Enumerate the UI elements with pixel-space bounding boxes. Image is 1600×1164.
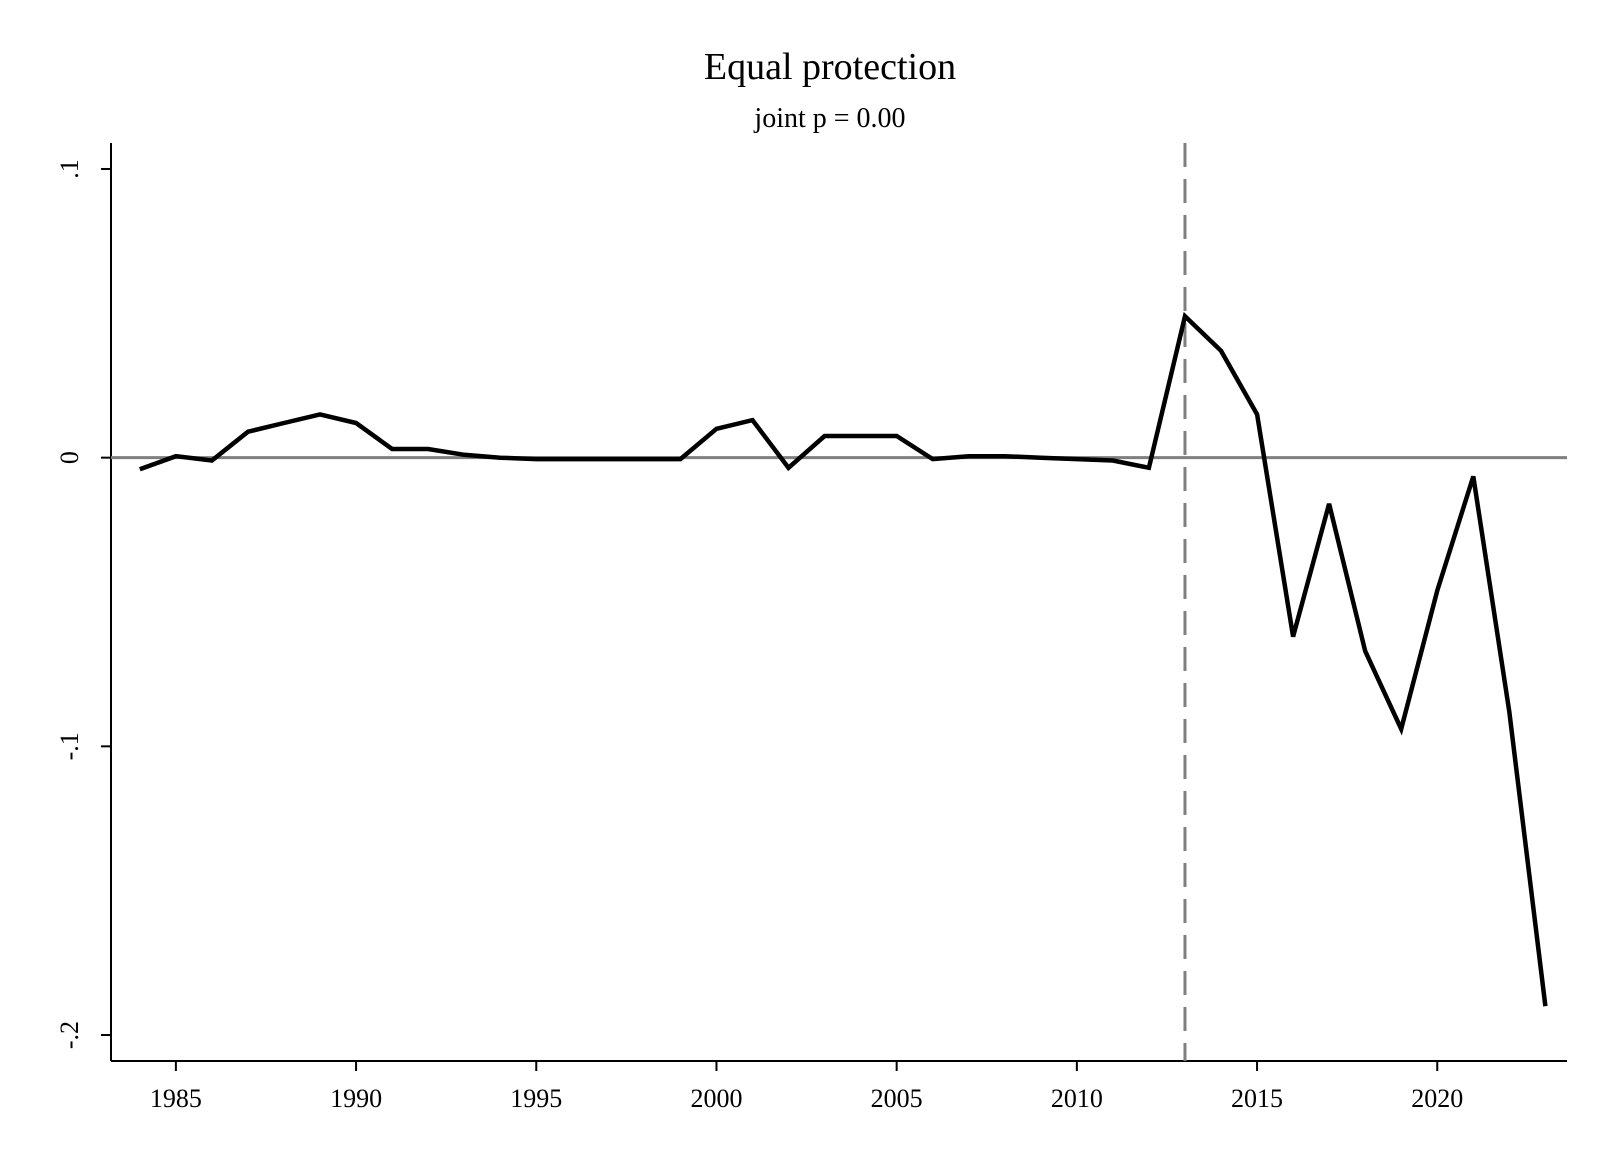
x-tick-label-2020: 2020 (1411, 1084, 1463, 1113)
x-tick-label-1990: 1990 (330, 1084, 382, 1113)
y-tick-label-2: -.1 (55, 732, 84, 760)
axes (110, 143, 1567, 1062)
x-axis-ticks: 1985 1990 1995 2000 2005 2010 2015 2020 (150, 1061, 1463, 1113)
x-tick-label-1985: 1985 (150, 1084, 202, 1113)
x-tick-label-2010: 2010 (1051, 1084, 1103, 1113)
reference-lines (111, 143, 1567, 1061)
x-tick-label-2000: 2000 (690, 1084, 742, 1113)
series-layer (139, 311, 1548, 1007)
y-tick-label-1: 0 (55, 451, 84, 464)
chart-title: Equal protection (704, 46, 956, 88)
x-tick-label-2005: 2005 (871, 1084, 923, 1113)
chart-subtitle: joint p = 0.00 (753, 103, 905, 134)
x-tick-label-2015: 2015 (1231, 1084, 1283, 1113)
y-tick-label-3: -.2 (55, 1021, 84, 1049)
y-axis-ticks: .1 0 -.1 -.2 (55, 159, 111, 1049)
x-tick-label-1995: 1995 (510, 1084, 562, 1113)
y-tick-label-0: .1 (55, 159, 84, 179)
series-line-0 (139, 311, 1548, 1007)
